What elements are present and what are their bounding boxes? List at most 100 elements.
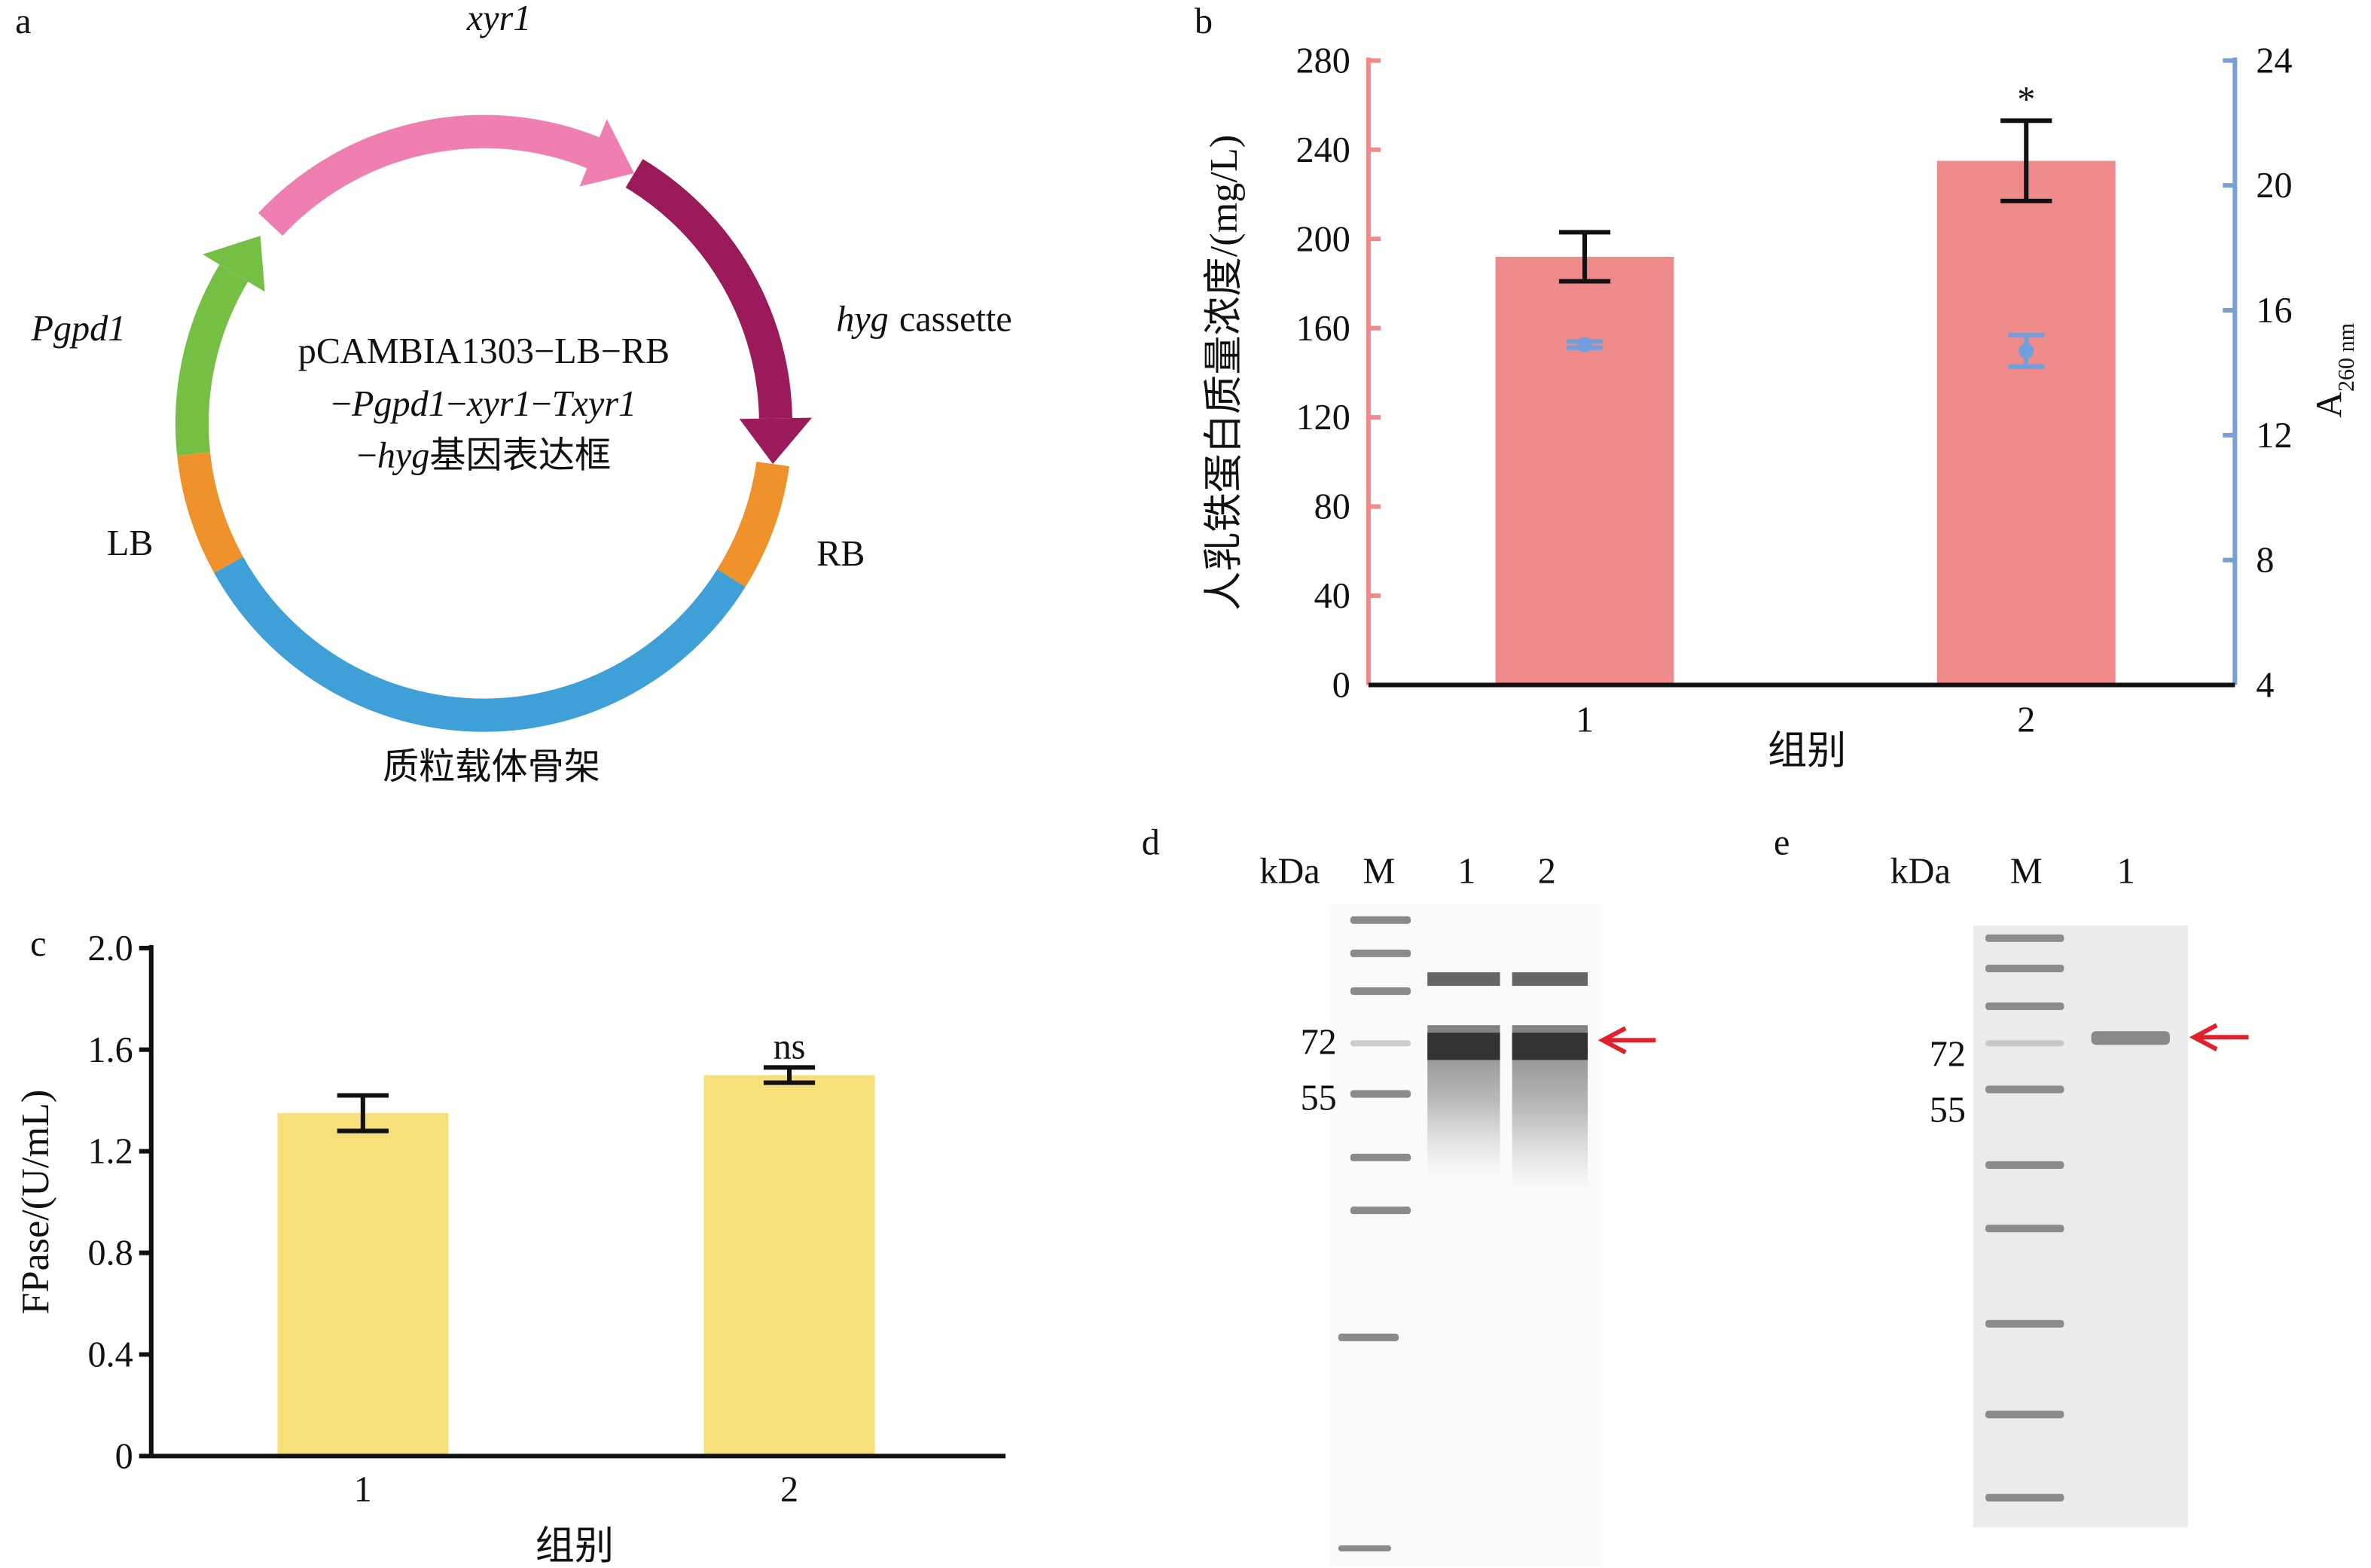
lane-label: 2 (1538, 852, 1556, 892)
center-line: −Pgpd1−xyr1−Txyr1 (331, 384, 636, 424)
y-tick-label: 0.8 (87, 1234, 133, 1274)
gene-label: RB (816, 534, 865, 574)
y-tick-label: 80 (1314, 487, 1350, 527)
arrow-head (203, 236, 265, 292)
error-bar (1566, 339, 1604, 350)
panel-label: c (30, 924, 46, 964)
y2-axis-label-sub: 260 nm (2333, 323, 2359, 392)
gel-image (1330, 904, 1656, 1566)
gel-band (1512, 972, 1588, 987)
center-part: − (532, 384, 552, 424)
center-part: 基因表达框 (429, 435, 611, 475)
panel-label: a (15, 2, 31, 41)
y-tick-label: 1.6 (87, 1030, 133, 1070)
center-line: pCAMBIA1303−LB−RB (298, 331, 670, 371)
ladder (1338, 916, 1411, 1551)
plasmid-segment (258, 114, 605, 236)
gene-label-part: cassette (899, 300, 1012, 340)
error-bar (2000, 118, 2052, 203)
center-part: Txyr1 (552, 384, 636, 424)
center-part: pCAMBIA1303−LB−RB (298, 331, 670, 371)
lane-label: 1 (2117, 852, 2135, 892)
arrow-head (579, 119, 635, 187)
y2-tick-label: 8 (2256, 541, 2274, 581)
y2-axis-label-main: A (2309, 392, 2349, 418)
bar (1936, 160, 2116, 685)
gel-background (1330, 904, 1601, 1566)
y-axis-label: 人乳铁蛋白质量浓度/(mg/L) (1202, 135, 1246, 611)
panel-label: b (1195, 2, 1213, 41)
y2-tick-label: 4 (2256, 666, 2274, 706)
y-tick-label: 0.4 (87, 1335, 133, 1375)
y2-tick-label: 16 (2256, 291, 2292, 331)
gel-unit: kDa (1890, 852, 1951, 892)
y-tick-label: 120 (1296, 398, 1350, 438)
gene-label: xyr1 (466, 0, 532, 38)
y-tick-label: 0 (115, 1436, 133, 1476)
center-part: − (447, 384, 467, 424)
lane-label: M (2010, 852, 2043, 892)
annotation: ns (774, 1027, 806, 1066)
y2-tick-label: 12 (2256, 416, 2292, 456)
arrow (2189, 1023, 2249, 1052)
error-bar (1558, 230, 1611, 284)
error-bar (763, 1065, 816, 1085)
annotation: * (2017, 80, 2035, 120)
marker-label: 55 (1301, 1078, 1337, 1118)
x-tick-label: 1 (354, 1470, 372, 1510)
y-tick-label: 1.2 (87, 1132, 133, 1172)
plasmid-segment (717, 461, 790, 587)
center-part: − (357, 435, 377, 475)
gel-band (2091, 1031, 2170, 1045)
backbone-label: 质粒载体骨架 (383, 747, 600, 787)
panel-label: d (1142, 822, 1160, 862)
plasmid-map (175, 114, 813, 732)
gel-band (1427, 972, 1500, 987)
y-tick-label: 280 (1296, 41, 1350, 81)
gel-band (1512, 1033, 1588, 1060)
y-tick-label: 2.0 (87, 929, 133, 969)
x-tick-label: 2 (2017, 700, 2035, 740)
bar (703, 1075, 875, 1457)
gene-label-part: hyg (836, 300, 889, 340)
center-part: − (331, 384, 352, 424)
plasmid-segment (177, 452, 244, 573)
y-tick-label: 200 (1296, 219, 1350, 259)
lane-label: M (1363, 852, 1396, 892)
bar (1495, 256, 1674, 685)
y-axis-label: FPase/(U/mL) (14, 1090, 57, 1315)
y2-axis-label: A260 nm (2309, 323, 2359, 418)
gene-label: LB (107, 523, 154, 563)
bar (277, 1113, 449, 1457)
ladder (1985, 934, 2064, 1502)
center-part: hyg (377, 435, 430, 475)
panel-label: e (1774, 822, 1790, 862)
x-tick-label: 2 (780, 1470, 798, 1510)
gel-band (1427, 1033, 1500, 1060)
plasmid-segment (175, 264, 249, 456)
plasmid-segment (625, 159, 792, 419)
y2-tick-label: 24 (2256, 41, 2292, 81)
y-tick-label: 160 (1296, 309, 1350, 349)
center-part: xyr1 (466, 384, 532, 424)
gene-label: hyg cassette (836, 300, 1012, 340)
x-axis-label: 组别 (1768, 729, 1846, 773)
x-axis-label: 组别 (536, 1524, 614, 1568)
marker-label: 55 (1930, 1091, 1966, 1130)
arrow (1597, 1026, 1656, 1055)
plasmid-segment (214, 557, 746, 732)
error-bar (337, 1093, 389, 1133)
error-bar (2008, 333, 2045, 369)
y2-tick-label: 20 (2256, 166, 2292, 206)
marker-label: 72 (1930, 1034, 1966, 1074)
gel-unit: kDa (1259, 852, 1320, 892)
arrow-head (739, 417, 813, 465)
x-tick-label: 1 (1576, 700, 1594, 740)
y-tick-label: 0 (1332, 666, 1350, 706)
gel-image (1973, 925, 2249, 1527)
gene-label: Pgpd1 (31, 309, 127, 349)
lane-label: 1 (1457, 852, 1475, 892)
y-tick-label: 240 (1296, 130, 1350, 170)
